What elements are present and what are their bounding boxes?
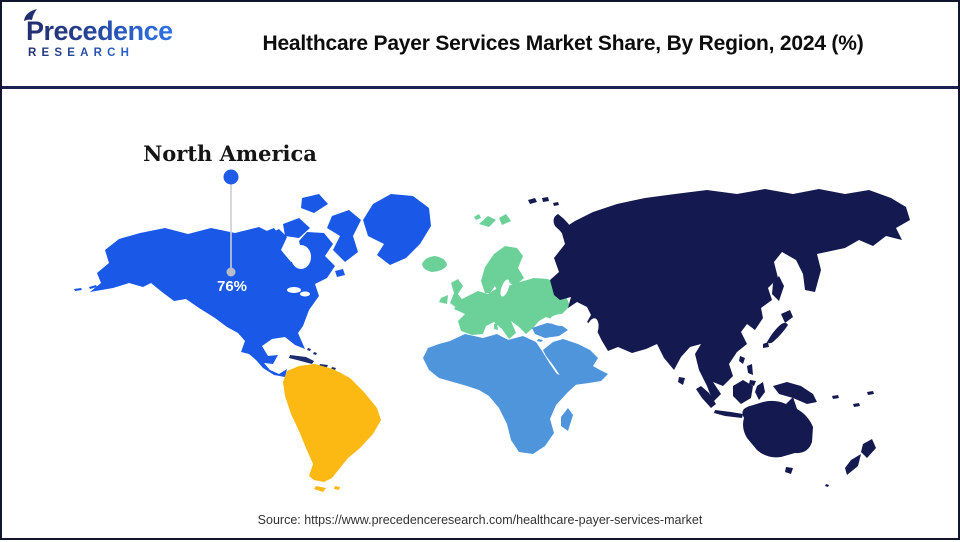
island-path — [103, 281, 114, 286]
island-path — [363, 194, 431, 265]
callout-region-label: North America — [143, 141, 317, 166]
island-path — [733, 380, 753, 404]
region-europe — [422, 214, 570, 348]
baltic-sea-cutout — [500, 279, 510, 297]
island-path — [724, 368, 730, 373]
great-lakes-cutout — [287, 287, 301, 293]
island-path — [313, 352, 317, 355]
landmass-path — [90, 227, 335, 377]
island-path — [763, 342, 769, 348]
great-lakes-cutout — [300, 291, 310, 297]
island-path — [749, 380, 756, 386]
landmass-path — [742, 397, 813, 458]
island-path — [74, 288, 82, 291]
logo-leaf-icon — [24, 9, 37, 21]
island-path — [853, 403, 860, 407]
island-path — [283, 218, 310, 238]
island-path — [301, 194, 328, 213]
island-path — [542, 197, 549, 202]
island-path — [327, 210, 361, 262]
island-path — [781, 310, 793, 323]
island-path — [528, 198, 537, 204]
brand-name-text: Precedence — [26, 16, 173, 46]
island-path — [422, 256, 447, 272]
island-path — [785, 467, 793, 474]
callout-head-dot — [223, 169, 239, 185]
island-path — [485, 297, 493, 305]
island-path — [450, 279, 464, 309]
sea-cutouts — [287, 245, 599, 342]
island-path — [825, 484, 829, 487]
island-path — [714, 410, 743, 418]
island-path — [335, 269, 345, 277]
region-south-america — [283, 364, 381, 492]
island-path — [479, 216, 496, 227]
black-sea-cutout — [550, 314, 574, 326]
island-path — [553, 214, 576, 245]
landmass-path — [423, 334, 580, 454]
region-middle-east-africa — [423, 323, 608, 454]
brand-subtitle: RESEARCH — [26, 47, 176, 59]
landmass-path — [550, 189, 910, 402]
island-path — [439, 295, 448, 304]
island-path — [314, 486, 326, 492]
island-path — [561, 408, 573, 431]
island-path — [845, 454, 861, 475]
island-path — [747, 364, 753, 375]
region-asia-pacific — [528, 189, 910, 487]
callout-marker — [223, 169, 239, 277]
page-title: Healthcare Payer Services Market Share, … — [262, 32, 864, 55]
island-path — [678, 377, 685, 385]
island-path — [89, 285, 97, 289]
island-path — [264, 228, 280, 240]
island-path — [861, 439, 876, 458]
landmass-path — [543, 339, 608, 385]
island-path — [120, 273, 134, 280]
landmass-path — [283, 364, 381, 482]
island-path — [499, 214, 511, 225]
island-path — [867, 391, 874, 395]
island-path — [334, 486, 340, 490]
brand-logo: Precedence RESEARCH — [24, 9, 176, 59]
island-path — [537, 339, 543, 342]
island-path — [767, 322, 788, 344]
island-path — [494, 323, 498, 330]
header: Precedence RESEARCH Healthcare Payer Ser… — [2, 2, 958, 89]
callout-anchor-dot — [226, 267, 236, 277]
island-path — [696, 386, 716, 408]
island-path — [772, 276, 784, 301]
island-path — [289, 355, 314, 364]
island-path — [832, 395, 839, 399]
island-path — [307, 348, 311, 351]
landmass-path — [481, 246, 524, 297]
landmass-path — [532, 323, 568, 338]
island-path — [553, 202, 559, 206]
caspian-sea-cutout — [585, 318, 599, 342]
region-north-america — [74, 194, 431, 377]
brand-name: Precedence — [24, 9, 176, 46]
island-path — [474, 214, 481, 220]
island-path — [773, 382, 817, 404]
island-path — [755, 382, 765, 400]
source-text: Source: https://www.precedenceresearch.c… — [257, 513, 703, 527]
callout-value-label: 76% — [216, 278, 248, 295]
island-path — [739, 356, 745, 364]
hudson-bay-cutout — [291, 245, 311, 269]
landmass-path — [454, 278, 570, 339]
